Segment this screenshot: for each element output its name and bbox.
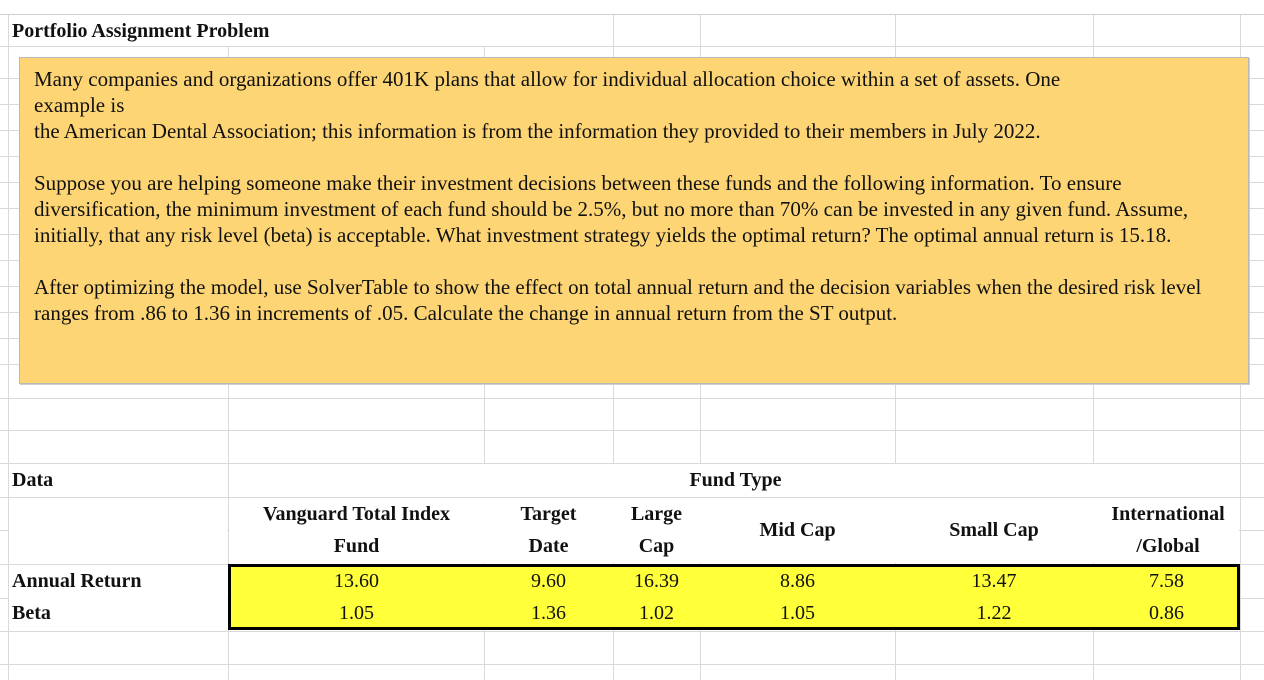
beta-fund-3[interactable]: 1.02 [639,602,674,624]
fund-header-2-line-1[interactable]: Target [520,503,577,525]
beta-fund-2[interactable]: 1.36 [531,602,566,624]
annual-return-fund-5[interactable]: 13.47 [971,570,1017,592]
fund-type-label[interactable]: Fund Type [689,469,782,491]
note-paragraph-1-line-3: the American Dental Association; this in… [34,119,1041,143]
annual-return-fund-4[interactable]: 8.86 [780,570,815,592]
fund-header-6-line-2[interactable]: /Global [1136,535,1200,557]
annual-return-fund-3[interactable]: 16.39 [634,570,679,592]
fund-header-2-line-2[interactable]: Date [528,535,569,557]
fund-header-6-line-1[interactable]: International [1111,503,1225,525]
row-label-beta[interactable]: Beta [12,602,51,624]
beta-fund-5[interactable]: 1.22 [976,602,1012,624]
fund-header-1-line-2[interactable]: Fund [333,535,380,557]
annual-return-fund-2[interactable]: 9.60 [531,570,566,592]
note-paragraph-2: Suppose you are helping someone make the… [34,171,1189,247]
beta-fund-6[interactable]: 0.86 [1149,602,1184,624]
annual-return-fund-1[interactable]: 13.60 [334,570,379,592]
fund-header-5[interactable]: Small Cap [949,519,1039,541]
note-paragraph-1-line-1: Many companies and organizations offer 4… [34,67,1061,91]
fund-header-4[interactable]: Mid Cap [759,519,836,541]
instructions-textbox[interactable]: Many companies and organizations offer 4… [19,57,1249,384]
sheet-title[interactable]: Portfolio Assignment Problem [12,20,274,43]
fund-header-1-line-1[interactable]: Vanguard Total Index [262,503,451,525]
column-header-strip [0,0,1264,15]
data-label[interactable]: Data [12,469,54,491]
note-paragraph-1-line-2: example is [34,93,125,117]
fund-header-3-line-1[interactable]: Large [630,503,683,525]
row-label-annual-return[interactable]: Annual Return [12,570,142,592]
fund-data-range[interactable] [228,564,1240,630]
fund-header-3-line-2[interactable]: Cap [638,535,675,557]
note-paragraph-3: After optimizing the model, use SolverTa… [34,275,1202,325]
beta-fund-4[interactable]: 1.05 [780,602,815,624]
annual-return-fund-6[interactable]: 7.58 [1149,570,1184,592]
beta-fund-1[interactable]: 1.05 [339,602,374,624]
